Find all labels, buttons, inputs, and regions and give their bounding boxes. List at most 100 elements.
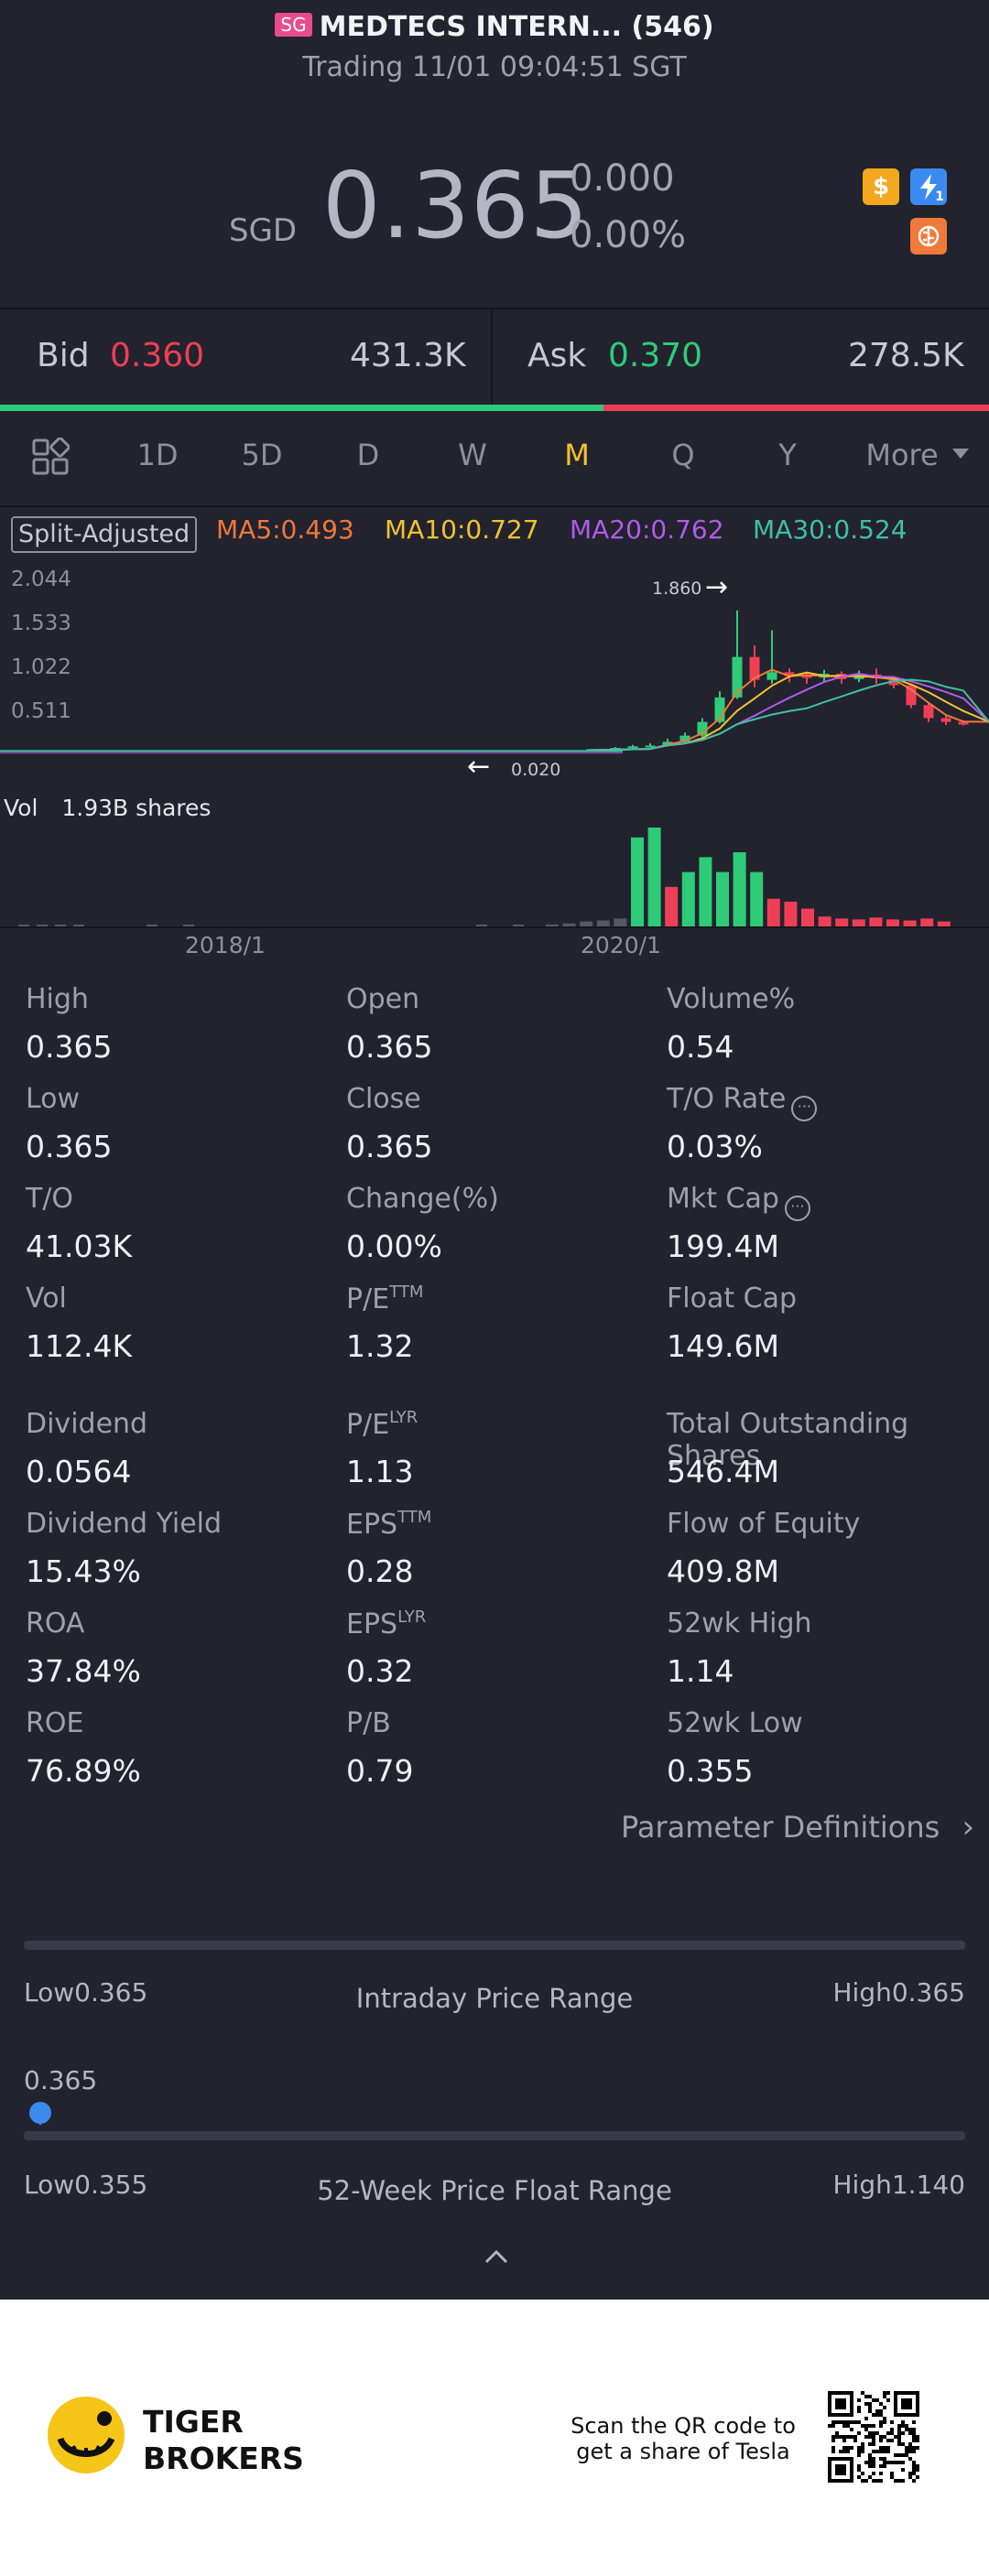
grid-layout-icon[interactable] — [31, 437, 71, 476]
stat-label-volume: Volume% — [667, 983, 795, 1015]
qr-module — [868, 2453, 872, 2457]
qr-module — [886, 2446, 890, 2450]
qr-module — [872, 2450, 875, 2453]
candlestick-chart[interactable] — [0, 549, 989, 952]
volume-bar — [476, 925, 487, 926]
stat-value-total-outstanding-shares: 546.4M — [667, 1454, 779, 1489]
qr-module — [905, 2453, 908, 2457]
qr-module — [901, 2479, 905, 2483]
volume-bar — [903, 920, 917, 926]
tab-y[interactable]: Y — [778, 438, 797, 472]
candle-down — [784, 672, 795, 676]
candle-up — [732, 656, 743, 698]
qr-caption-line-2: get a share of Tesla — [576, 2439, 790, 2464]
qr-module — [883, 2395, 886, 2398]
qr-module — [890, 2420, 894, 2424]
volume-label: Vol 1.93B shares — [4, 795, 211, 821]
stat-value-dividend: 0.0564 — [26, 1454, 132, 1489]
volume-bar — [869, 917, 883, 926]
divider — [0, 505, 989, 507]
brain-icon[interactable] — [910, 218, 947, 254]
qr-module — [868, 2464, 872, 2468]
qr-module — [890, 2475, 894, 2479]
stat-label-p-e-lyr: P/ELYR — [346, 1408, 418, 1441]
qr-module — [879, 2413, 883, 2417]
info-icon[interactable]: ··· — [784, 1196, 810, 1221]
parameter-definitions-link[interactable]: Parameter Definitions › — [621, 1809, 974, 1845]
qr-module — [868, 2395, 872, 2398]
intraday-high: High0.365 — [832, 1977, 965, 2008]
tab-d[interactable]: D — [356, 438, 380, 472]
volume-bar — [733, 852, 746, 926]
stat-label-sup: LYR — [389, 1408, 418, 1427]
y-tick-label: 0.511 — [11, 699, 71, 723]
min-price-label: 0.020 — [511, 760, 561, 780]
week52-current: 0.365 — [24, 2065, 98, 2095]
tiger-logo-icon — [48, 2397, 125, 2473]
qr-module — [853, 2439, 857, 2442]
bid-ratio-fill — [0, 405, 603, 411]
qr-module — [835, 2420, 839, 2424]
qr-module — [886, 2461, 890, 2464]
qr-module — [868, 2435, 872, 2439]
stat-label-text: P/E — [346, 1283, 390, 1315]
qr-module — [868, 2431, 872, 2435]
qr-module — [875, 2479, 879, 2483]
qr-module — [853, 2420, 857, 2424]
info-icon[interactable]: ··· — [791, 1096, 818, 1121]
lightning-icon[interactable]: 1 — [910, 168, 947, 205]
qr-module — [850, 2420, 853, 2424]
volume-bar — [546, 924, 559, 926]
stat-label-float-cap: Float Cap — [667, 1283, 797, 1315]
qr-module — [831, 2420, 835, 2424]
stat-label-sup: TTM — [389, 1283, 424, 1302]
split-adjusted-toggle[interactable]: Split-Adjusted — [11, 516, 198, 553]
qr-module — [842, 2424, 846, 2428]
stat-label-vol: Vol — [26, 1283, 67, 1315]
chevron-up-icon[interactable] — [484, 2248, 509, 2268]
stock-title: SG MEDTECS INTERN... (546) — [0, 11, 989, 43]
stat-label-text: Total Outstanding Shares — [667, 1408, 909, 1472]
qr-module — [879, 2409, 883, 2413]
brand-name: TIGER BROKERS — [143, 2404, 304, 2477]
stat-label-flow-of-equity: Flow of Equity — [667, 1508, 860, 1540]
qr-module — [912, 2435, 916, 2439]
chevron-down-icon[interactable] — [952, 449, 969, 459]
qr-module — [916, 2468, 919, 2472]
qr-module — [908, 2475, 912, 2479]
week52-marker-icon — [29, 2102, 51, 2126]
tab-m[interactable]: M — [564, 438, 590, 472]
candle-down — [801, 676, 812, 678]
qr-module — [872, 2431, 875, 2435]
tab-w[interactable]: W — [458, 438, 487, 472]
stat-label-text: Change(%) — [346, 1183, 499, 1215]
y-tick-label: 1.533 — [11, 612, 71, 635]
tab-1d[interactable]: 1D — [136, 438, 179, 472]
qr-module — [861, 2391, 864, 2395]
qr-module — [872, 2442, 875, 2446]
qr-module — [839, 2450, 842, 2453]
marker-tip — [34, 2115, 47, 2126]
qr-module — [861, 2442, 864, 2446]
volume-bar — [835, 918, 849, 926]
qr-module — [857, 2431, 861, 2435]
qr-module — [908, 2442, 912, 2446]
stat-label-change: Change(%) — [346, 1183, 499, 1215]
stat-label-total-outstanding-shares: Total Outstanding Shares — [667, 1408, 989, 1472]
price-change: 0.000 — [570, 157, 675, 200]
dollar-icon[interactable]: $ — [863, 168, 899, 205]
qr-module — [916, 2435, 919, 2439]
stat-label-text: P/E — [346, 1409, 390, 1441]
tab-more[interactable]: More — [865, 438, 939, 472]
stat-label-sup: LYR — [397, 1607, 427, 1627]
tab-q[interactable]: Q — [671, 438, 695, 472]
week52-title: 52-Week Price Float Range — [317, 2175, 672, 2206]
qr-module — [894, 2479, 897, 2483]
arrow-right-icon: → — [705, 571, 729, 603]
qr-module — [875, 2431, 879, 2435]
qr-module — [864, 2461, 868, 2464]
intraday-range-bar — [24, 1941, 965, 1950]
tab-5d[interactable]: 5D — [241, 438, 283, 472]
qr-module — [853, 2435, 857, 2439]
qr-module — [879, 2439, 883, 2442]
